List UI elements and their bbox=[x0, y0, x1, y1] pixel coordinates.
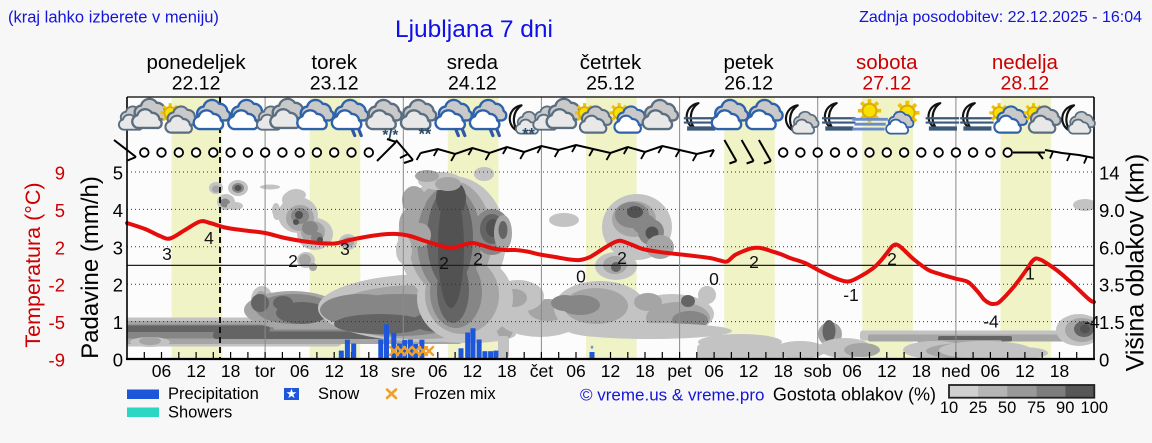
svg-text:18: 18 bbox=[912, 361, 931, 381]
svg-text:ned: ned bbox=[941, 361, 970, 381]
svg-text:06: 06 bbox=[152, 361, 171, 381]
svg-text:2: 2 bbox=[749, 252, 759, 272]
svg-text:18: 18 bbox=[1050, 361, 1069, 381]
svg-text:18: 18 bbox=[221, 361, 240, 381]
svg-text:75: 75 bbox=[1027, 399, 1045, 417]
svg-text:18: 18 bbox=[497, 361, 516, 381]
svg-text:0: 0 bbox=[1099, 350, 1109, 371]
svg-text:10: 10 bbox=[940, 399, 958, 417]
svg-text:12: 12 bbox=[1015, 361, 1034, 381]
svg-text:sreda: sreda bbox=[447, 51, 499, 74]
svg-text:90: 90 bbox=[1056, 399, 1074, 417]
svg-text:torek: torek bbox=[311, 51, 357, 74]
svg-text:petek: petek bbox=[724, 51, 775, 74]
svg-text:Frozen mix: Frozen mix bbox=[414, 385, 496, 403]
svg-text:četrtek: četrtek bbox=[580, 51, 642, 74]
svg-text:sobota: sobota bbox=[856, 51, 918, 74]
svg-text:-4: -4 bbox=[983, 312, 999, 332]
svg-text:50: 50 bbox=[998, 399, 1016, 417]
svg-text:6.0: 6.0 bbox=[1099, 237, 1125, 258]
svg-text:pet: pet bbox=[667, 361, 691, 381]
svg-text:1: 1 bbox=[1025, 264, 1035, 284]
svg-text:4: 4 bbox=[113, 200, 123, 221]
svg-text:3: 3 bbox=[340, 239, 350, 259]
svg-text:3.5: 3.5 bbox=[1099, 275, 1125, 296]
svg-text:12: 12 bbox=[324, 361, 343, 381]
svg-text:4: 4 bbox=[204, 228, 214, 248]
svg-text:Snow: Snow bbox=[318, 385, 359, 403]
svg-text:2: 2 bbox=[617, 248, 627, 268]
svg-text:tor: tor bbox=[255, 361, 276, 381]
svg-text:Višina oblakov (km): Višina oblakov (km) bbox=[1122, 154, 1150, 372]
svg-text:(kraj lahko izberete v meniju): (kraj lahko izberete v meniju) bbox=[8, 9, 219, 27]
svg-text:9.0: 9.0 bbox=[1099, 200, 1125, 221]
svg-text:Showers: Showers bbox=[168, 404, 232, 422]
svg-text:-5: -5 bbox=[49, 312, 65, 333]
svg-text:-2: -2 bbox=[49, 275, 65, 296]
svg-text:2: 2 bbox=[439, 253, 449, 273]
svg-text:12: 12 bbox=[463, 361, 482, 381]
svg-text:3: 3 bbox=[162, 244, 172, 264]
svg-text:čet: čet bbox=[530, 361, 553, 381]
svg-text:sre: sre bbox=[391, 361, 415, 381]
svg-text:25: 25 bbox=[969, 399, 987, 417]
svg-text:1.5: 1.5 bbox=[1099, 312, 1125, 333]
svg-text:5: 5 bbox=[55, 200, 65, 221]
svg-text:06: 06 bbox=[981, 361, 1000, 381]
svg-text:Precipitation: Precipitation bbox=[168, 385, 259, 403]
svg-text:18: 18 bbox=[773, 361, 792, 381]
svg-text:Gostota oblakov (%): Gostota oblakov (%) bbox=[773, 385, 936, 405]
svg-text:9: 9 bbox=[55, 163, 65, 184]
svg-text:23.12: 23.12 bbox=[310, 73, 359, 95]
svg-text:18: 18 bbox=[635, 361, 654, 381]
svg-text:06: 06 bbox=[704, 361, 723, 381]
svg-text:26.12: 26.12 bbox=[724, 73, 773, 95]
svg-text:Padavine (mm/h): Padavine (mm/h) bbox=[77, 176, 104, 359]
svg-text:-4: -4 bbox=[1084, 312, 1100, 332]
svg-text:Zadnja posodobitev: 22.12.2025: Zadnja posodobitev: 22.12.2025 - 16:04 bbox=[859, 9, 1142, 26]
svg-text:1: 1 bbox=[113, 312, 123, 333]
svg-text:12: 12 bbox=[739, 361, 758, 381]
svg-text:3: 3 bbox=[113, 237, 123, 258]
svg-text:2: 2 bbox=[473, 249, 483, 269]
svg-text:0: 0 bbox=[709, 269, 719, 289]
svg-text:**: ** bbox=[419, 125, 432, 143]
svg-text:-9: -9 bbox=[49, 350, 65, 371]
svg-text:5: 5 bbox=[113, 163, 123, 184]
svg-text:24.12: 24.12 bbox=[448, 73, 497, 95]
svg-text:06: 06 bbox=[842, 361, 861, 381]
svg-text:Temperatura (°C): Temperatura (°C) bbox=[21, 182, 45, 347]
svg-text:ponedeljek: ponedeljek bbox=[147, 51, 247, 74]
svg-text:12: 12 bbox=[186, 361, 205, 381]
svg-text:**: ** bbox=[522, 125, 535, 143]
svg-text:06: 06 bbox=[290, 361, 309, 381]
svg-text:100: 100 bbox=[1081, 399, 1109, 417]
svg-text:2: 2 bbox=[887, 249, 897, 269]
svg-text:22.12: 22.12 bbox=[172, 73, 221, 95]
svg-text:★: ★ bbox=[286, 386, 298, 401]
svg-text:nedelja: nedelja bbox=[992, 51, 1059, 74]
svg-text:25.12: 25.12 bbox=[586, 73, 635, 95]
svg-text:2: 2 bbox=[55, 237, 65, 258]
svg-text:sob: sob bbox=[804, 361, 832, 381]
svg-text:© vreme.us & vreme.pro: © vreme.us & vreme.pro bbox=[580, 386, 764, 405]
svg-text:27.12: 27.12 bbox=[862, 73, 911, 95]
svg-text:-1: -1 bbox=[843, 285, 859, 305]
svg-text:2: 2 bbox=[288, 251, 298, 271]
svg-text:06: 06 bbox=[428, 361, 447, 381]
svg-text:06: 06 bbox=[566, 361, 585, 381]
svg-text:0: 0 bbox=[113, 350, 123, 371]
svg-text:12: 12 bbox=[877, 361, 896, 381]
svg-text:2: 2 bbox=[113, 275, 123, 296]
svg-text:12: 12 bbox=[601, 361, 620, 381]
svg-text:18: 18 bbox=[359, 361, 378, 381]
svg-text:14: 14 bbox=[1099, 163, 1120, 184]
svg-text:Ljubljana 7 dni: Ljubljana 7 dni bbox=[395, 16, 553, 43]
svg-text:28.12: 28.12 bbox=[1000, 73, 1049, 95]
svg-text:*/*: */* bbox=[382, 126, 398, 143]
svg-text:*: * bbox=[590, 344, 594, 354]
svg-text:0: 0 bbox=[576, 267, 586, 287]
